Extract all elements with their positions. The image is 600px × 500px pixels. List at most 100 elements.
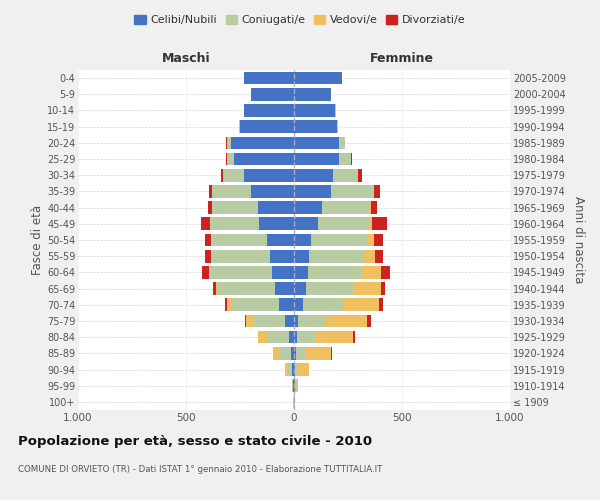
Bar xyxy=(227,298,232,311)
Bar xyxy=(267,331,289,344)
Bar xyxy=(226,136,227,149)
Bar xyxy=(210,218,259,230)
Bar xyxy=(298,363,309,376)
Bar xyxy=(308,266,362,278)
Bar xyxy=(212,250,270,262)
Bar xyxy=(210,266,272,278)
Bar xyxy=(294,314,298,328)
Bar xyxy=(223,169,244,181)
Bar xyxy=(291,347,294,360)
Bar xyxy=(218,282,275,295)
Bar xyxy=(296,380,298,392)
Bar xyxy=(367,234,374,246)
Bar xyxy=(294,266,308,278)
Bar xyxy=(253,314,286,328)
Bar xyxy=(297,331,314,344)
Bar xyxy=(314,331,353,344)
Bar xyxy=(294,218,318,230)
Bar xyxy=(208,202,212,214)
Bar xyxy=(227,152,233,166)
Bar xyxy=(302,298,343,311)
Bar xyxy=(382,266,390,278)
Bar xyxy=(232,298,279,311)
Bar xyxy=(295,380,296,392)
Bar xyxy=(226,152,227,166)
Bar xyxy=(318,218,370,230)
Bar xyxy=(294,380,295,392)
Bar xyxy=(259,218,294,230)
Bar xyxy=(239,120,240,133)
Bar xyxy=(259,202,294,214)
Text: Maschi: Maschi xyxy=(161,52,211,65)
Bar xyxy=(306,282,353,295)
Bar xyxy=(372,218,387,230)
Bar xyxy=(294,120,337,133)
Bar xyxy=(251,88,294,101)
Bar xyxy=(375,250,383,262)
Bar xyxy=(340,136,345,149)
Bar xyxy=(294,169,333,181)
Bar xyxy=(370,202,371,214)
Bar xyxy=(232,136,294,149)
Bar xyxy=(374,185,380,198)
Bar xyxy=(209,185,212,198)
Bar xyxy=(311,234,367,246)
Bar xyxy=(294,104,335,117)
Bar xyxy=(294,347,296,360)
Text: Femmine: Femmine xyxy=(370,52,434,65)
Bar xyxy=(294,363,295,376)
Bar xyxy=(294,185,331,198)
Bar xyxy=(294,136,340,149)
Bar xyxy=(221,169,223,181)
Bar xyxy=(292,363,294,376)
Bar xyxy=(294,282,306,295)
Bar xyxy=(343,298,379,311)
Bar xyxy=(298,314,326,328)
Bar xyxy=(294,234,311,246)
Bar xyxy=(289,331,294,344)
Bar xyxy=(305,347,331,360)
Bar xyxy=(373,185,374,198)
Bar xyxy=(293,380,294,392)
Y-axis label: Fasce di età: Fasce di età xyxy=(31,205,44,275)
Bar xyxy=(345,136,346,149)
Bar xyxy=(379,298,383,311)
Bar xyxy=(270,250,294,262)
Bar xyxy=(294,202,322,214)
Bar xyxy=(280,347,291,360)
Bar xyxy=(211,234,267,246)
Text: Popolazione per età, sesso e stato civile - 2010: Popolazione per età, sesso e stato civil… xyxy=(18,435,372,448)
Bar xyxy=(275,282,294,295)
Bar xyxy=(244,72,294,85)
Bar xyxy=(371,202,377,214)
Bar xyxy=(309,250,364,262)
Bar xyxy=(244,169,294,181)
Bar xyxy=(285,363,288,376)
Bar xyxy=(296,347,305,360)
Bar xyxy=(294,88,331,101)
Bar xyxy=(370,218,372,230)
Bar xyxy=(259,331,267,344)
Bar xyxy=(331,185,373,198)
Text: COMUNE DI ORVIETO (TR) - Dati ISTAT 1° gennaio 2010 - Elaborazione TUTTITALIA.IT: COMUNE DI ORVIETO (TR) - Dati ISTAT 1° g… xyxy=(18,465,382,474)
Bar xyxy=(294,152,340,166)
Bar xyxy=(274,347,280,360)
Bar xyxy=(340,152,351,166)
Bar xyxy=(294,72,341,85)
Bar xyxy=(294,331,297,344)
Bar xyxy=(244,104,294,117)
Bar xyxy=(205,250,211,262)
Bar xyxy=(331,347,332,360)
Bar xyxy=(288,363,292,376)
Bar xyxy=(279,298,294,311)
Bar xyxy=(247,314,253,328)
Bar xyxy=(272,266,294,278)
Bar xyxy=(233,152,294,166)
Bar xyxy=(216,282,218,295)
Bar xyxy=(251,185,294,198)
Bar xyxy=(358,169,362,181)
Bar xyxy=(267,234,294,246)
Bar xyxy=(205,234,211,246)
Bar xyxy=(227,136,232,149)
Bar xyxy=(212,185,251,198)
